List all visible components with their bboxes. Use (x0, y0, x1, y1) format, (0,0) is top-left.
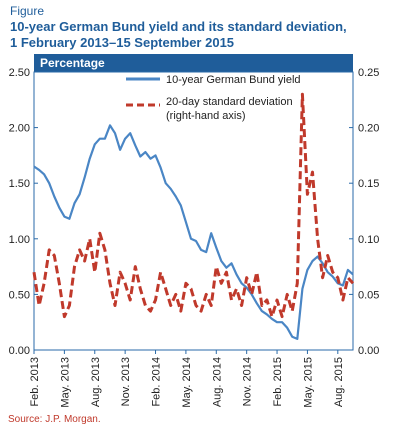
y-left-tick-label: 0.00 (9, 345, 30, 357)
y-right-tick-label: 0.10 (358, 234, 379, 246)
panel-label: Percentage (40, 56, 105, 70)
series-line-stdev (32, 92, 355, 319)
chart-header-bar (34, 54, 353, 72)
legend: 10-year German Bund yield 20-day standar… (126, 74, 301, 122)
chart-title-line1: 10-year German Bund yield and its standa… (10, 19, 347, 34)
x-tick-label: May. 2013 (59, 357, 71, 408)
y-right-tick-label: 0.00 (358, 345, 379, 357)
y-left-tick-label: 2.50 (9, 67, 30, 79)
legend-label-stdev-line1: 20-day standard deviation (166, 96, 293, 108)
x-tick-label: May. 2015 (302, 357, 314, 408)
y-left-tick-label: 1.50 (9, 178, 30, 190)
x-tick-label: Aug. 2015 (333, 357, 345, 407)
x-tick-label: Feb. 2015 (272, 357, 284, 407)
x-tick-label: May. 2014 (181, 357, 193, 408)
legend-label-stdev-line2: (right-hand axis) (166, 110, 245, 122)
y-left-tick-label: 1.00 (9, 234, 30, 246)
chart-title-line2: 1 February 2013–15 September 2015 (10, 35, 235, 50)
y-axis-left: 0.00 0.50 1.00 1.50 2.00 2.50 (9, 67, 38, 357)
x-tick-label: Aug. 2013 (90, 357, 102, 407)
x-tick-label: Nov. 2014 (242, 357, 254, 406)
plot-frame (33, 71, 354, 351)
y-axis-right: 0.00 0.05 0.10 0.15 0.20 0.25 (349, 67, 379, 357)
x-tick-label: Aug. 2014 (211, 357, 223, 407)
figure-label: Figure (10, 4, 45, 18)
y-right-tick-label: 0.20 (358, 123, 379, 135)
y-right-tick-label: 0.25 (358, 67, 379, 79)
source-note: Source: J.P. Morgan. (8, 414, 101, 425)
x-tick-label: Feb. 2014 (151, 357, 163, 407)
y-right-tick-label: 0.05 (358, 289, 379, 301)
y-left-tick-label: 2.00 (9, 123, 30, 135)
x-tick-label: Feb. 2013 (29, 357, 41, 407)
y-right-tick-label: 0.15 (358, 178, 379, 190)
legend-label-yield: 10-year German Bund yield (166, 74, 301, 86)
x-tick-label: Nov. 2013 (120, 357, 132, 406)
chart: Percentage 0.00 0.50 1.00 1.50 2.00 2.50 0.00… (9, 54, 379, 408)
series-layer (32, 92, 355, 340)
x-axis: Feb. 2013 May. 2013 Aug. 2013 Nov. 2013 Feb.… (29, 350, 345, 408)
series-line-bund-yield (33, 124, 354, 340)
y-left-tick-label: 0.50 (9, 289, 30, 301)
